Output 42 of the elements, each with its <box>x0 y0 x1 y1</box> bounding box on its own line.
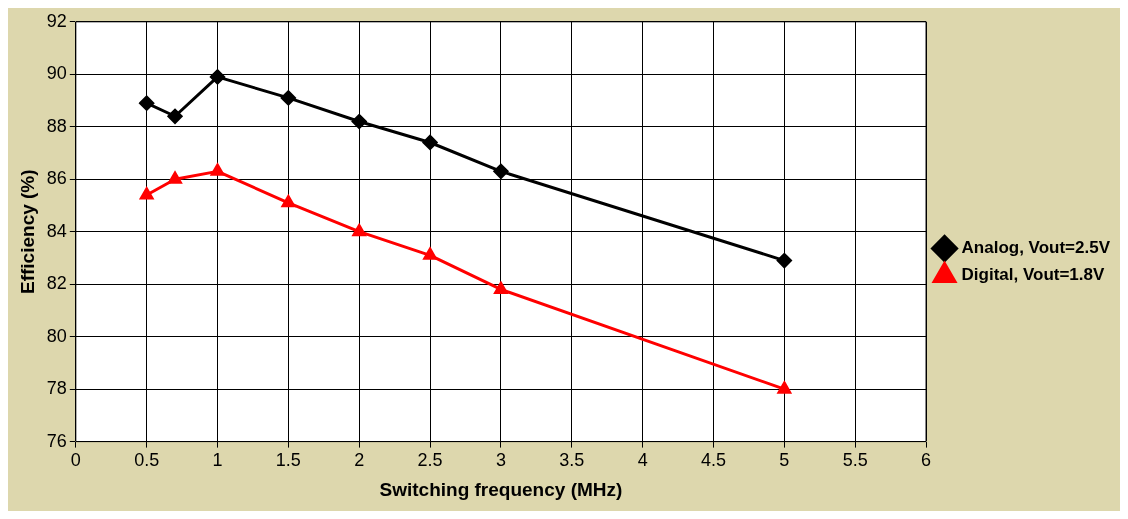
x-tick-label: 0.5 <box>134 450 160 471</box>
point <box>167 108 183 124</box>
y-tick-label: 82 <box>46 273 67 294</box>
point <box>139 187 154 200</box>
x-tick-label: 0 <box>70 450 81 471</box>
y-tick-label: 78 <box>46 378 67 399</box>
legend-label: Analog, Vout=2.5V <box>961 238 1111 258</box>
x-tick-label: 4 <box>637 450 648 471</box>
y-axis-title: Efficiency (%) <box>16 169 38 294</box>
x-tick-label: 2.5 <box>417 450 443 471</box>
point <box>423 247 437 260</box>
y-tick-label: 86 <box>46 168 67 189</box>
y-tick-label: 76 <box>46 430 67 451</box>
x-tick-label: 5.5 <box>842 450 868 471</box>
point <box>776 253 792 269</box>
point <box>210 163 225 176</box>
legend-label: Digital, Vout=1.8V <box>961 265 1105 285</box>
point <box>494 281 508 294</box>
x-axis-title: Switching frequency (MHz) <box>379 478 623 500</box>
x-tick-label: 3 <box>495 450 506 471</box>
y-tick-label: 92 <box>46 10 67 31</box>
point <box>352 224 366 237</box>
x-tick-label: 1.5 <box>275 450 301 471</box>
x-tick-label: 4.5 <box>700 450 726 471</box>
y-tick-label: 90 <box>46 63 67 84</box>
y-tick-label: 80 <box>46 325 67 346</box>
point <box>777 381 792 394</box>
x-tick-label: 5 <box>779 450 790 471</box>
point <box>280 90 296 106</box>
point <box>281 195 296 208</box>
point <box>493 163 509 179</box>
x-tick-label: 3.5 <box>559 450 585 471</box>
x-tick-label: 6 <box>921 450 932 471</box>
x-tick-label: 1 <box>212 450 223 471</box>
x-tick-label: 2 <box>354 450 365 471</box>
point <box>351 114 367 129</box>
y-tick-label: 88 <box>46 115 67 136</box>
y-tick-label: 84 <box>46 220 67 241</box>
point <box>422 134 438 150</box>
point <box>210 69 226 85</box>
point <box>139 95 155 111</box>
point <box>168 171 182 184</box>
